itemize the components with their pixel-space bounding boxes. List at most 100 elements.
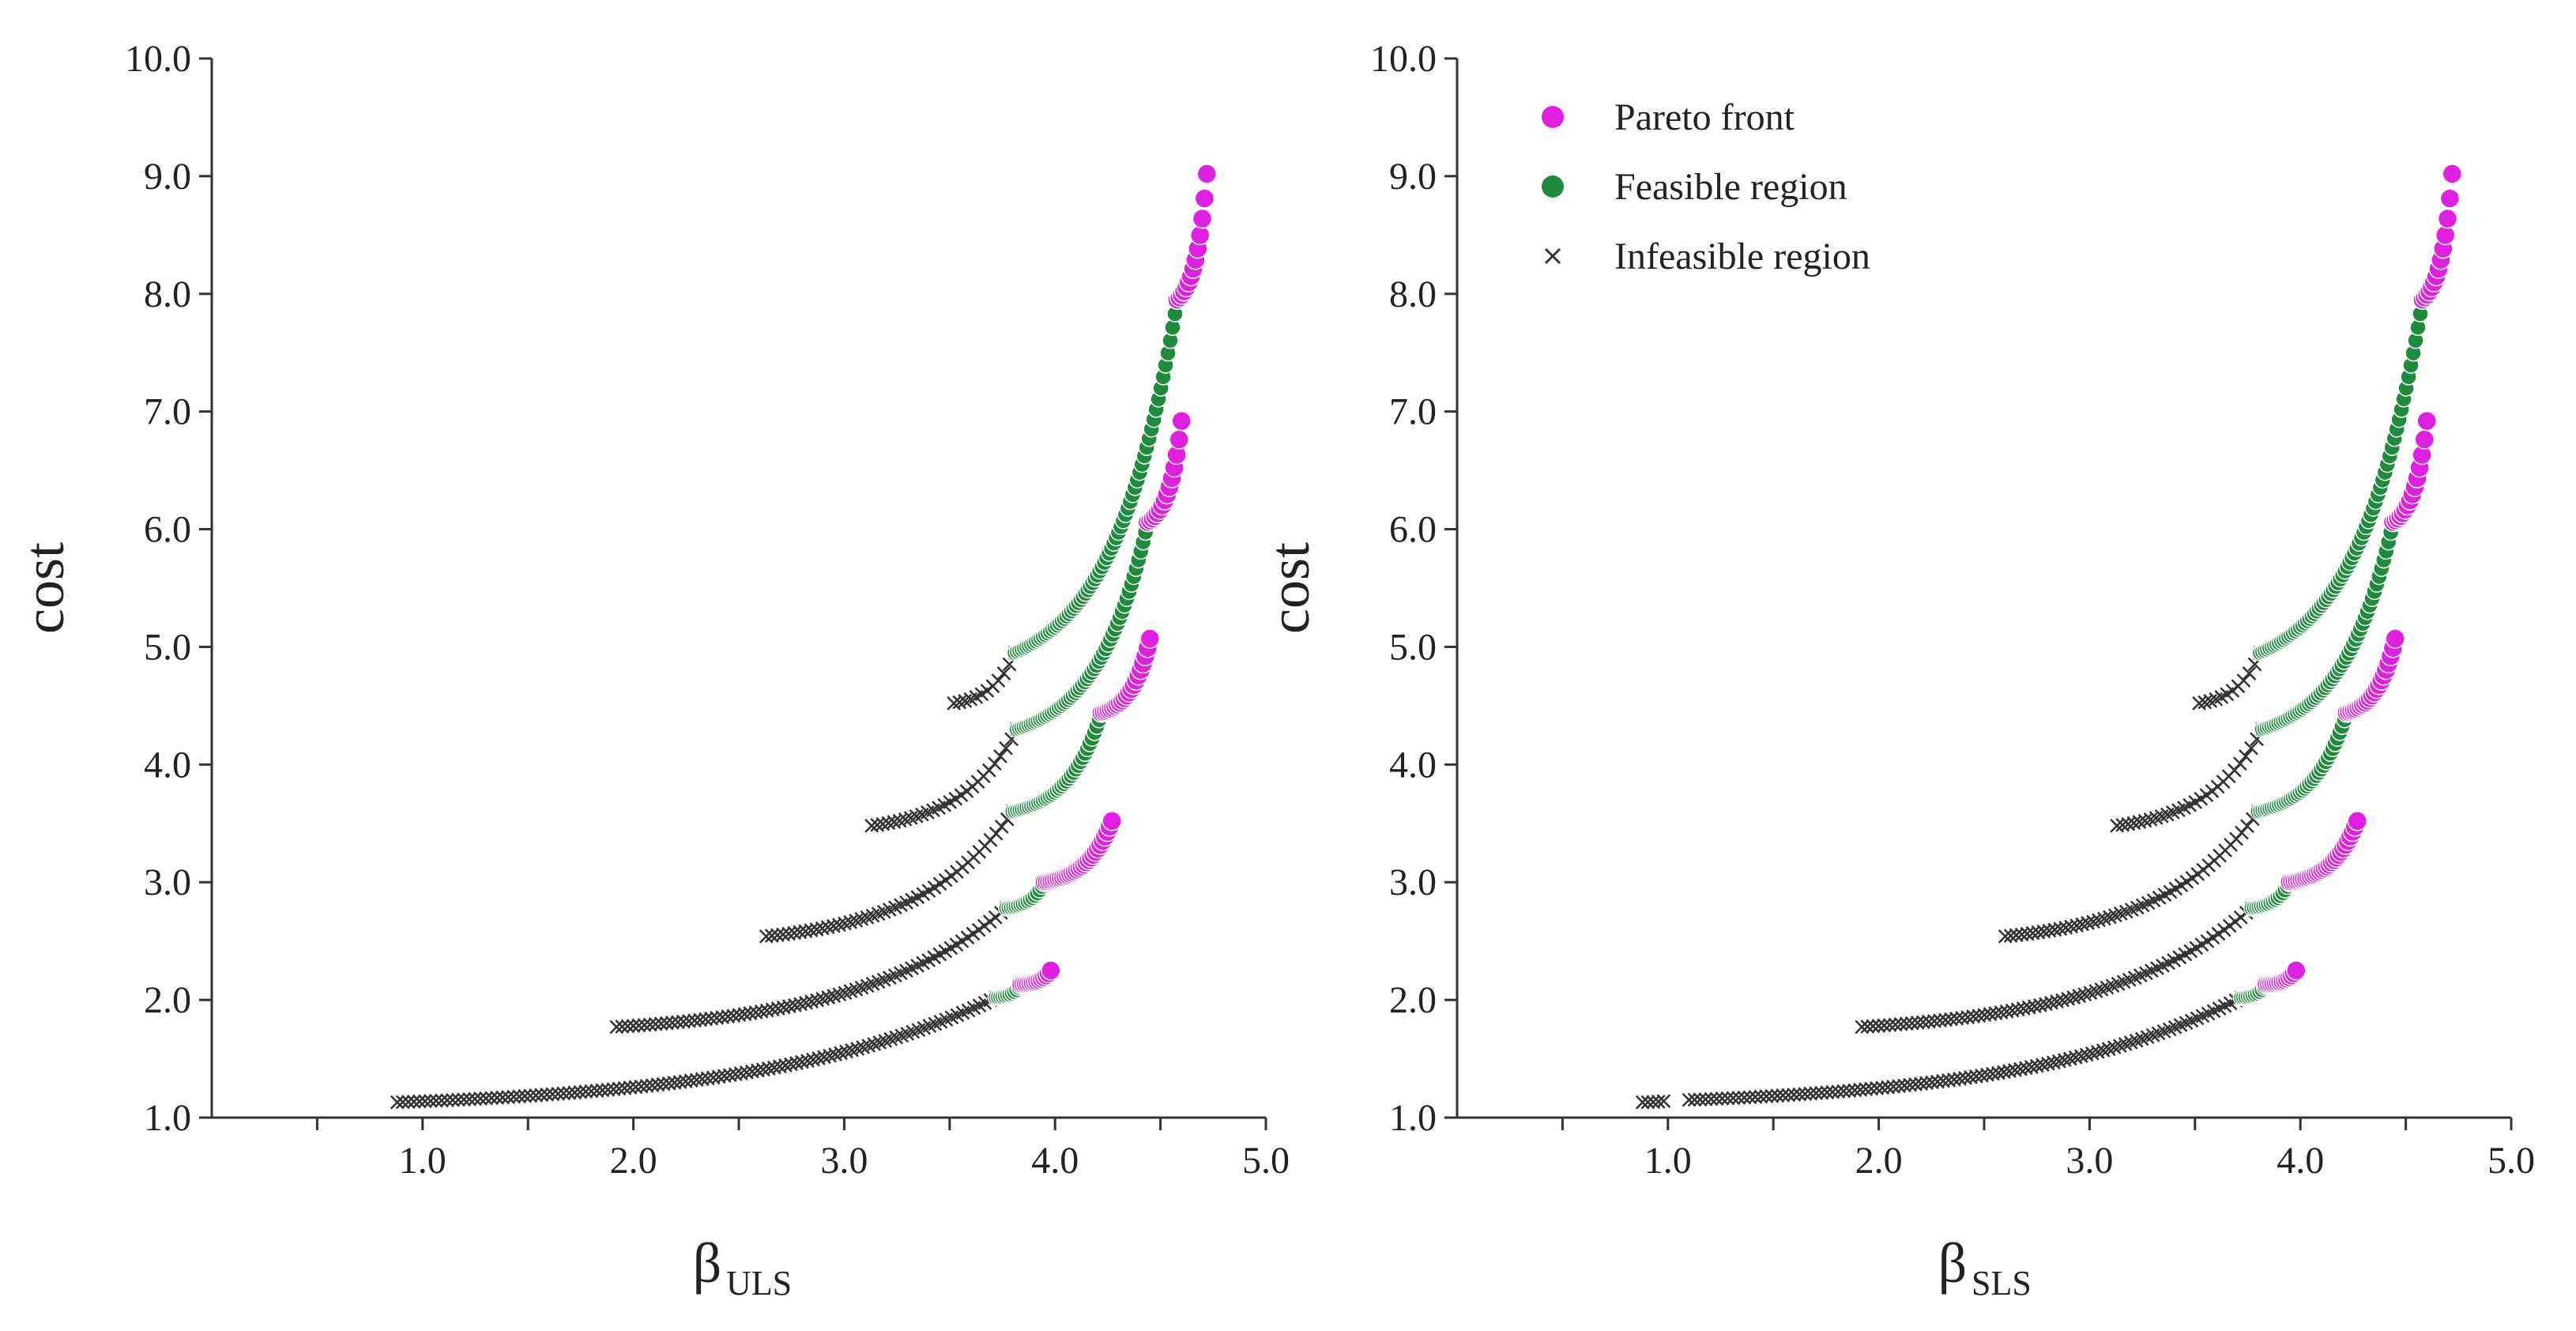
infeasible-region-point [810, 993, 824, 1008]
infeasible-region-point [2036, 924, 2051, 939]
infeasible-region-point [817, 1050, 831, 1065]
infeasible-region-point [490, 1090, 504, 1105]
infeasible-region-point [2092, 913, 2106, 928]
infeasible-region-point [2132, 815, 2147, 829]
infeasible-region-point [687, 1013, 702, 1028]
y-tick-label: 5.0 [144, 626, 191, 668]
infeasible-region-point [765, 1002, 780, 1017]
y-tick-label: 6.0 [1389, 509, 1437, 551]
infeasible-region-point [2033, 997, 2047, 1012]
y-tick-label: 6.0 [144, 509, 191, 551]
infeasible-region-point [828, 1047, 842, 1061]
infeasible-region-point [417, 1094, 432, 1109]
y-tick-label: 3.0 [1389, 862, 1437, 903]
y-axis-label: cost [1258, 542, 1321, 634]
infeasible-region-point [606, 1082, 621, 1096]
pareto-front-point [2437, 208, 2458, 229]
infeasible-region-point [1682, 1092, 1697, 1107]
infeasible-region-point [653, 1016, 668, 1031]
legend-label: Feasible region [1614, 166, 1847, 208]
infeasible-region-point [784, 1057, 798, 1072]
infeasible-region-point [826, 918, 841, 933]
infeasible-region-point [2086, 914, 2100, 929]
infeasible-region-point [451, 1092, 465, 1107]
infeasible-region-point [501, 1090, 515, 1104]
infeasible-region-point [839, 1044, 853, 1059]
y-tick-label: 5.0 [1389, 626, 1437, 668]
infeasible-region-point [789, 1056, 804, 1070]
pareto-front-point [2439, 188, 2461, 209]
infeasible-region-point [1831, 1084, 1846, 1099]
infeasible-region-point [1737, 1090, 1752, 1105]
infeasible-region-point [1814, 1085, 1829, 1100]
infeasible-region-point [1792, 1087, 1807, 1102]
infeasible-region-point [620, 1019, 635, 1034]
infeasible-region-point [2047, 922, 2062, 937]
infeasible-region-point [1877, 1018, 1892, 1033]
y-tick-label: 4.0 [1389, 744, 1437, 786]
y-tick-label: 8.0 [1389, 273, 1437, 315]
infeasible-region-point [479, 1091, 493, 1106]
y-tick-label: 8.0 [144, 273, 191, 315]
infeasible-region-point [1999, 1004, 2014, 1019]
legend-marker [1544, 247, 1561, 265]
infeasible-region-point [2239, 748, 2253, 764]
infeasible-region-point [1975, 1068, 1989, 1083]
infeasible-region-point [1847, 1083, 1862, 1098]
infeasible-region-point [395, 1095, 410, 1110]
infeasible-region-point [601, 1082, 616, 1097]
infeasible-region-point [1933, 1013, 1947, 1028]
infeasible-region-point [732, 1008, 747, 1022]
infeasible-region-point [562, 1085, 577, 1100]
infeasible-region-point [1635, 1095, 1650, 1110]
infeasible-region-point [578, 1084, 593, 1099]
infeasible-region-point [754, 1004, 769, 1019]
infeasible-region-point [1836, 1084, 1851, 1099]
infeasible-region-point [820, 920, 835, 935]
infeasible-region-point [2061, 991, 2076, 1006]
pareto-front-point [1041, 960, 1061, 981]
infeasible-region-point [595, 1083, 610, 1098]
infeasible-region-point [750, 1063, 765, 1078]
infeasible-region-point [484, 1091, 499, 1106]
infeasible-region-point [778, 1058, 793, 1073]
infeasible-region-point [744, 1064, 759, 1079]
infeasible-region-point [761, 1061, 776, 1076]
infeasible-region-point [806, 1052, 820, 1067]
infeasible-region-point [2002, 1064, 2017, 1078]
pareto-front-point [2286, 960, 2307, 981]
infeasible-region-point [721, 1009, 736, 1024]
x-tick-label: 2.0 [1855, 1140, 1903, 1182]
infeasible-region-point [1871, 1019, 1886, 1033]
infeasible-region-point [2042, 923, 2057, 938]
infeasible-region-point [2058, 920, 2073, 935]
pareto-front-point [1171, 410, 1192, 432]
infeasible-region-point [1860, 1020, 1875, 1034]
infeasible-region-point [665, 1016, 680, 1030]
infeasible-region-point [1855, 1020, 1870, 1035]
infeasible-region-point [682, 1013, 696, 1028]
infeasible-region-point [815, 991, 830, 1006]
infeasible-region-point [628, 1080, 643, 1095]
y-tick-label: 9.0 [1389, 156, 1437, 198]
infeasible-region-point [1910, 1016, 1925, 1030]
infeasible-region-point [798, 924, 813, 939]
x-tick-label: 2.0 [610, 1140, 657, 1182]
pareto-front-point [1169, 429, 1189, 450]
infeasible-region-point [1825, 1084, 1840, 1099]
legend-marker [1542, 175, 1564, 198]
infeasible-region-point [2055, 993, 2069, 1008]
infeasible-region-point [2057, 1053, 2072, 1068]
infeasible-region-point [1803, 1086, 1818, 1101]
infeasible-region-point [2090, 1045, 2105, 1059]
infeasible-region-point [1820, 1085, 1835, 1100]
pareto-front-point [1192, 208, 1213, 229]
infeasible-region-point [567, 1085, 582, 1100]
infeasible-region-point [1958, 1071, 1972, 1085]
infeasible-region-point [529, 1088, 544, 1103]
infeasible-region-point [495, 1090, 510, 1105]
x-tick-label: 5.0 [1242, 1140, 1290, 1182]
infeasible-region-point [2053, 922, 2068, 936]
infeasible-region-point [1731, 1091, 1746, 1105]
